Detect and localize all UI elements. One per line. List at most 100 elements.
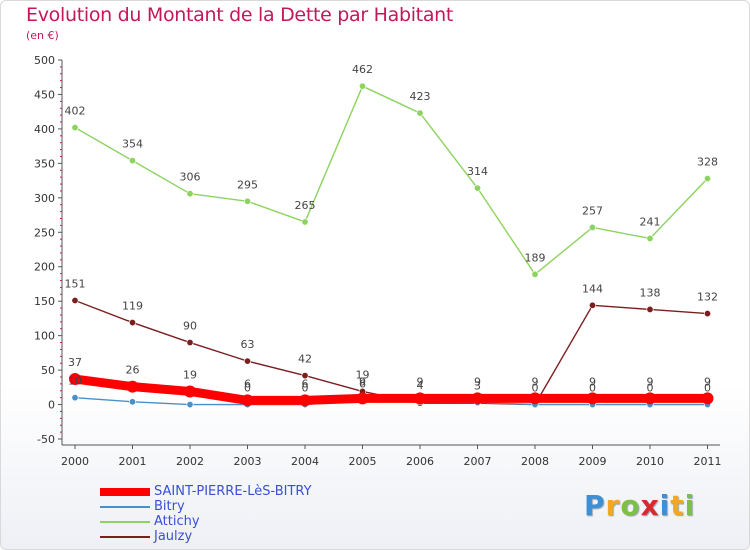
data-point-saint-pierre-l-s-bitry <box>414 392 426 405</box>
data-label-saint-pierre-l-s-bitry: 9 <box>474 375 481 388</box>
legend-item-saint-pierre-l-s-bitry: SAINT-PIERRE-LèS-BITRY <box>100 484 312 499</box>
data-point-saint-pierre-l-s-bitry <box>241 394 254 407</box>
data-label-jaulzy: 132 <box>697 291 718 304</box>
y-tick-label: 500 <box>34 54 55 67</box>
data-label-bitry: 0 <box>647 382 654 395</box>
unit-label: (en €) <box>26 29 59 42</box>
legend-label: Jaulzy <box>154 529 193 544</box>
data-label-attichy: 423 <box>410 90 431 103</box>
data-point-attichy <box>416 109 424 117</box>
proxiti-logo: Proxiti <box>584 489 695 522</box>
data-point-attichy <box>473 184 481 192</box>
data-point-attichy <box>186 190 194 198</box>
data-label-attichy: 402 <box>65 105 86 118</box>
data-point-jaulzy <box>301 372 309 380</box>
x-tick-label: 2011 <box>694 455 722 468</box>
data-point-attichy <box>358 82 366 90</box>
data-label-saint-pierre-l-s-bitry: 9 <box>704 375 711 388</box>
data-label-saint-pierre-l-s-bitry: 19 <box>183 368 197 381</box>
chart-title: Evolution du Montant de la Dette par Hab… <box>26 4 454 26</box>
legend-item-jaulzy: Jaulzy <box>100 529 312 544</box>
data-label-bitry: 3 <box>474 379 481 392</box>
data-label-bitry: 0 <box>704 382 711 395</box>
data-label-bitry: 4 <box>417 379 424 392</box>
logo-letter: i <box>659 489 671 522</box>
x-tick-label: 2004 <box>291 455 319 468</box>
data-label-jaulzy: 42 <box>298 353 312 366</box>
data-point-saint-pierre-l-s-bitry <box>529 392 541 405</box>
x-tick-label: 2002 <box>176 455 204 468</box>
data-label-attichy: 306 <box>180 171 201 184</box>
logo-letter: t <box>670 489 685 522</box>
y-tick-label: 0 <box>48 399 55 412</box>
data-label-attichy: 241 <box>640 215 661 228</box>
y-tick-label: 400 <box>34 123 55 136</box>
data-label-saint-pierre-l-s-bitry: 9 <box>589 375 596 388</box>
data-point-jaulzy <box>646 305 654 313</box>
data-label-bitry: 0 <box>532 382 539 395</box>
data-label-saint-pierre-l-s-bitry: 26 <box>126 364 140 377</box>
legend-swatch <box>100 487 150 496</box>
legend: SAINT-PIERRE-LèS-BITRY Bitry Attichy Jaulzy <box>100 484 312 544</box>
data-point-saint-pierre-l-s-bitry <box>126 380 139 393</box>
legend-label: SAINT-PIERRE-LèS-BITRY <box>154 484 312 499</box>
data-label-jaulzy: 138 <box>640 286 661 299</box>
logo-letter: i <box>684 489 696 522</box>
y-tick-label: 250 <box>34 226 55 239</box>
data-label-jaulzy: 90 <box>183 320 197 333</box>
x-tick-label: 2005 <box>349 455 377 468</box>
y-tick-label: 100 <box>34 330 55 343</box>
logo-letter: P <box>584 489 606 522</box>
x-tick-label: 2010 <box>636 455 664 468</box>
data-label-jaulzy: 151 <box>65 277 86 290</box>
data-label-saint-pierre-l-s-bitry: 37 <box>68 356 82 369</box>
data-point-saint-pierre-l-s-bitry <box>299 394 311 407</box>
data-label-attichy: 354 <box>122 138 143 151</box>
x-tick-label: 2003 <box>234 455 262 468</box>
y-tick-label: 150 <box>34 295 55 308</box>
data-label-saint-pierre-l-s-bitry: 9 <box>532 375 539 388</box>
y-tick-label: 300 <box>34 192 55 205</box>
data-label-jaulzy: 119 <box>122 300 143 313</box>
series-line-saint-pierre-l-s-bitry <box>70 374 712 405</box>
data-label-attichy: 462 <box>352 63 373 76</box>
legend-swatch <box>100 505 150 508</box>
y-tick-label: 450 <box>34 88 55 101</box>
data-point-bitry <box>71 394 79 402</box>
y-tick-label: 350 <box>34 157 55 170</box>
legend-item-attichy: Attichy <box>100 514 312 529</box>
data-label-jaulzy: 144 <box>582 282 603 295</box>
y-tick-label: 200 <box>34 261 55 274</box>
data-label-saint-pierre-l-s-bitry: 6 <box>302 377 309 390</box>
data-label-saint-pierre-l-s-bitry: 9 <box>359 375 366 388</box>
y-tick-label: -50 <box>37 433 55 446</box>
legend-label: Attichy <box>154 514 200 529</box>
y-tick-label: 50 <box>41 364 55 377</box>
data-label-bitry: 0 <box>302 382 309 395</box>
data-point-jaulzy <box>129 319 137 327</box>
data-point-jaulzy <box>71 296 79 304</box>
legend-swatch <box>100 520 150 523</box>
data-point-jaulzy <box>186 339 194 347</box>
data-point-attichy <box>71 124 79 132</box>
data-label-attichy: 265 <box>295 199 316 212</box>
data-label-bitry: 6 <box>359 377 366 390</box>
data-label-bitry: 0 <box>589 382 596 395</box>
series-line-attichy <box>74 85 709 276</box>
x-tick-label: 2000 <box>61 455 89 468</box>
data-point-attichy <box>588 223 596 231</box>
data-label-saint-pierre-l-s-bitry: 6 <box>244 377 251 390</box>
logo-letter: o <box>620 489 641 522</box>
data-label-bitry: 0 <box>244 382 251 395</box>
data-label-attichy: 257 <box>582 204 603 217</box>
data-label-jaulzy: 63 <box>241 338 255 351</box>
data-point-saint-pierre-l-s-bitry <box>471 392 484 405</box>
data-point-bitry <box>186 401 194 409</box>
data-label-attichy: 189 <box>525 251 546 264</box>
data-point-bitry <box>129 398 137 406</box>
legend-item-bitry: Bitry <box>100 499 312 514</box>
data-point-saint-pierre-l-s-bitry <box>701 392 714 405</box>
data-point-saint-pierre-l-s-bitry <box>356 392 369 405</box>
x-tick-label: 2006 <box>406 455 434 468</box>
